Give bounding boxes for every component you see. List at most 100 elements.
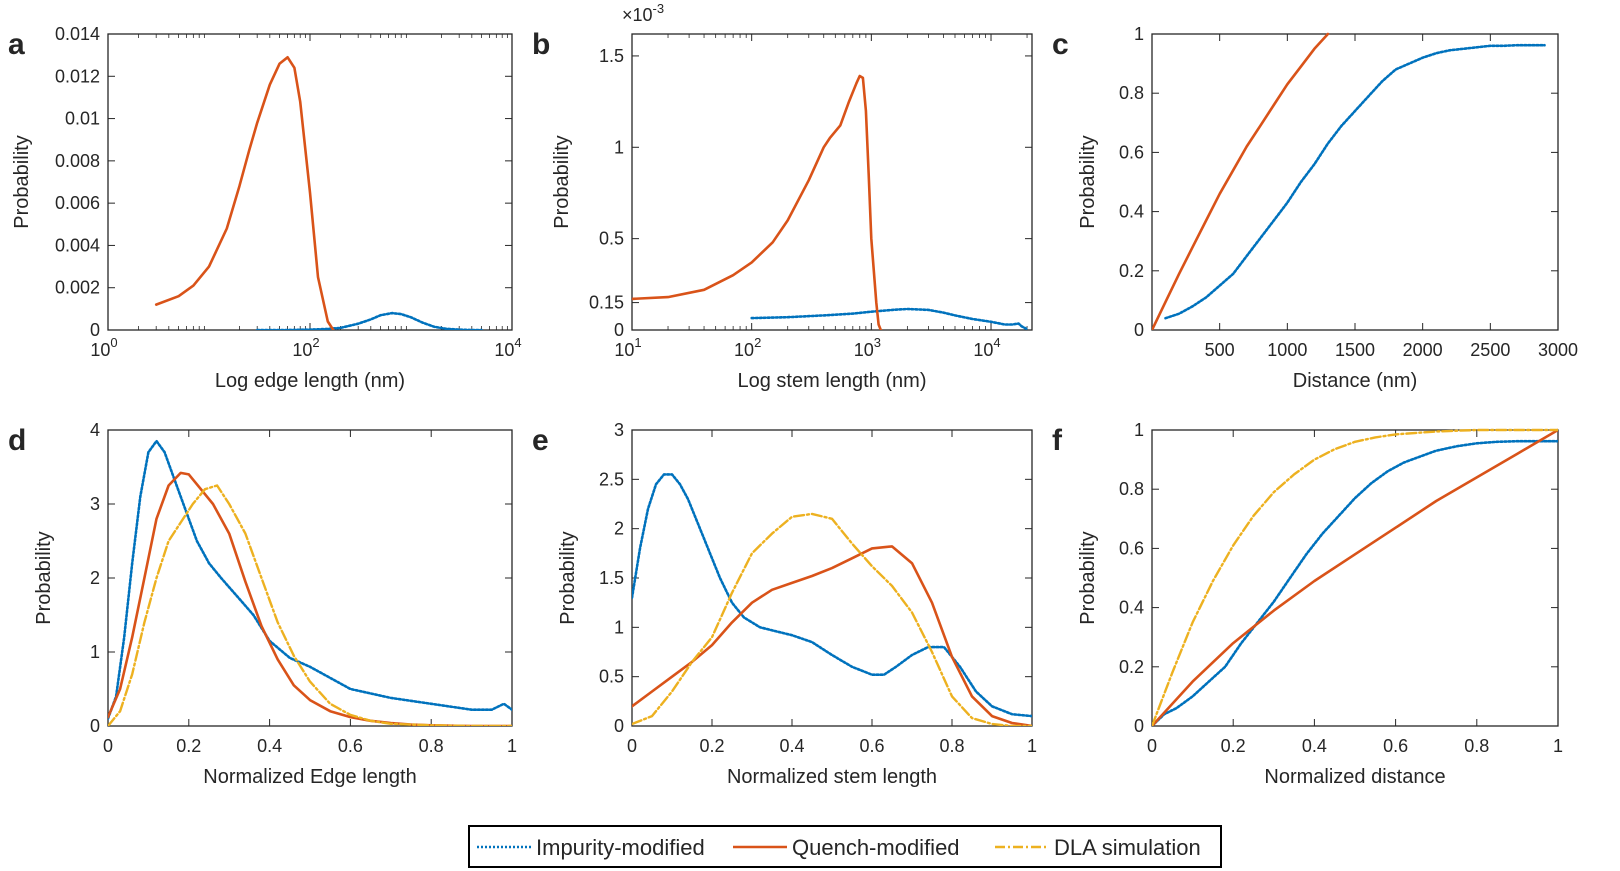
panel-d-ytick-label: 2 — [90, 568, 100, 588]
panel-e-xtick-label: 0 — [627, 736, 637, 756]
panel-b: 101 102 103 104 0 0.15 0.5 1 1.5 Log stem length … — [532, 1, 1033, 392]
panel-c-frame — [1151, 33, 1559, 331]
panel-c-xtick-label: 3000 — [1538, 340, 1578, 360]
panel-f-ytick-label: 0.6 — [1119, 538, 1144, 558]
panel-f-xtick-label: 0.4 — [1302, 736, 1327, 756]
panel-c-ylabel: Probability — [1077, 135, 1099, 228]
panel-e-letter: e — [532, 424, 549, 457]
panel-d-ytick-label: 3 — [90, 494, 100, 514]
panel-e-ytick-label: 1 — [614, 617, 624, 637]
panel-e: 0 0.2 0.4 0.6 0.8 1 0 0.5 1 1.5 2 2.5 3 Normalized st… — [532, 420, 1037, 788]
panel-b-xtick-label: 101 — [614, 335, 641, 360]
panel-a-xtick-label: 104 — [494, 335, 521, 360]
panel-b-xlabel: Log stem length (nm) — [738, 370, 927, 392]
panel-f-ytick-label: 0.8 — [1119, 479, 1144, 499]
panel-e-ytick-label: 0.5 — [599, 667, 624, 687]
panel-c-ytick-label: 0.6 — [1119, 142, 1144, 162]
panel-a-ytick-label: 0.004 — [55, 235, 100, 255]
panel-c-xlabel: Distance (nm) — [1293, 370, 1417, 392]
panel-b-ylabel: Probability — [551, 135, 573, 228]
panel-d-ytick-label: 4 — [90, 420, 100, 440]
panel-f-xtick-label: 0 — [1147, 736, 1157, 756]
panel-e-ytick-label: 0 — [614, 716, 624, 736]
panel-d: 0 0.2 0.4 0.6 0.8 1 0 1 2 3 4 Normalized Edge lengt… — [8, 420, 517, 788]
panel-a-xlabel: Log edge length (nm) — [215, 370, 405, 392]
panel-f-ylabel: Probability — [1077, 531, 1099, 624]
panel-e-ytick-label: 2.5 — [599, 469, 624, 489]
panel-a-ytick-label: 0.012 — [55, 66, 100, 86]
panel-b-xtick-label: 102 — [734, 335, 761, 360]
panel-d-xtick-label: 0.4 — [257, 736, 282, 756]
panel-b-ytick-label: 0 — [614, 320, 624, 340]
panel-f-xtick-label: 0.6 — [1383, 736, 1408, 756]
panel-f-xtick-label: 0.2 — [1221, 736, 1246, 756]
panel-c-xtick-label: 2000 — [1403, 340, 1443, 360]
panel-b-letter: b — [532, 28, 550, 61]
panel-c: 500 1000 1500 2000 2500 3000 0 0.2 0.4 0.6 0.8 1 Dis… — [1052, 24, 1578, 392]
panel-b-ytick-label: 1.5 — [599, 46, 624, 66]
panel-f-ytick-label: 0 — [1134, 716, 1144, 736]
panel-b-series-quench — [632, 74, 883, 330]
panel-d-series-impurity — [108, 439, 512, 720]
panel-b-ytick-label: 1 — [614, 137, 624, 157]
panel-d-series-dla — [108, 484, 512, 726]
panel-c-letter: c — [1052, 28, 1069, 61]
panel-a-ytick-label: 0 — [90, 320, 100, 340]
panel-f-ytick-label: 0.2 — [1119, 657, 1144, 677]
panel-f-letter: f — [1052, 424, 1063, 457]
panel-a-series-impurity — [255, 311, 483, 330]
panel-c-ytick-label: 1 — [1134, 24, 1144, 44]
panel-c-xtick-label: 1000 — [1267, 340, 1307, 360]
panel-a: 100 102 104 0 0.002 0.004 0.006 0.008 0.01 0.012 0… — [8, 24, 522, 392]
panel-f-frame — [1151, 429, 1559, 727]
panel-a-ytick-label: 0.01 — [65, 109, 100, 129]
panel-e-frame — [631, 429, 1033, 727]
panel-d-xtick-label: 0.8 — [419, 736, 444, 756]
panel-e-xtick-label: 1 — [1027, 736, 1037, 756]
panel-f-ytick-label: 1 — [1134, 420, 1144, 440]
panel-e-ytick-label: 3 — [614, 420, 624, 440]
panel-b-ytick-label: 0.5 — [599, 229, 624, 249]
panel-d-ytick-label: 1 — [90, 642, 100, 662]
panel-c-ytick-label: 0.4 — [1119, 202, 1144, 222]
panel-d-xlabel: Normalized Edge length — [203, 766, 416, 788]
panel-d-ylabel: Probability — [33, 531, 55, 624]
panel-c-series-impurity — [1164, 43, 1546, 320]
legend-box — [468, 825, 1222, 868]
panels: 100 102 10400.0020.0040.0060.0080.010.0120… — [8, 1, 1578, 788]
panel-f-ytick-label: 0.4 — [1119, 598, 1144, 618]
panel-c-series-quench — [1152, 32, 1330, 330]
panel-a-series-quench — [154, 55, 335, 330]
legend-label-impurity: Impurity-modified — [536, 835, 705, 860]
panel-d-series-quench — [108, 471, 512, 726]
panel-c-xtick-label: 2500 — [1470, 340, 1510, 360]
panel-f: 0 0.2 0.4 0.6 0.8 1 0 0.2 0.4 0.6 0.8 1 Normalized d… — [1052, 420, 1563, 788]
panel-b-xtick-label: 103 — [854, 335, 881, 360]
panel-e-ylabel: Probability — [557, 531, 579, 624]
panel-d-xtick-label: 0.2 — [176, 736, 201, 756]
panel-d-xtick-label: 1 — [507, 736, 517, 756]
panel-e-xlabel: Normalized stem length — [727, 766, 937, 788]
panel-c-ytick-label: 0 — [1134, 320, 1144, 340]
panel-d-ytick-label: 0 — [90, 716, 100, 736]
panel-f-series-dla — [1152, 428, 1558, 726]
panel-f-xtick-label: 1 — [1553, 736, 1563, 756]
panel-a-xtick-label: 102 — [292, 335, 319, 360]
panel-e-xtick-label: 0.8 — [939, 736, 964, 756]
panel-f-series-impurity — [1152, 439, 1558, 726]
panel-c-xtick-label: 500 — [1205, 340, 1235, 360]
panel-c-ytick-label: 0.2 — [1119, 261, 1144, 281]
panel-b-exponent-label: ×10-3 — [622, 1, 664, 25]
panel-e-ytick-label: 2 — [614, 519, 624, 539]
panel-a-ytick-label: 0.002 — [55, 278, 100, 298]
panel-e-series-quench — [632, 545, 1032, 726]
panel-b-ytick-label: 0.15 — [589, 293, 624, 313]
panel-a-ytick-label: 0.008 — [55, 151, 100, 171]
panel-e-series-dla — [632, 512, 1032, 726]
panel-b-series-impurity — [750, 307, 1029, 330]
legend: Impurity-modified Quench-modified DLA si… — [468, 825, 1222, 868]
panel-d-letter: d — [8, 424, 26, 457]
panel-f-xtick-label: 0.8 — [1464, 736, 1489, 756]
panel-a-ytick-label: 0.014 — [55, 24, 100, 44]
panel-e-xtick-label: 0.2 — [699, 736, 724, 756]
